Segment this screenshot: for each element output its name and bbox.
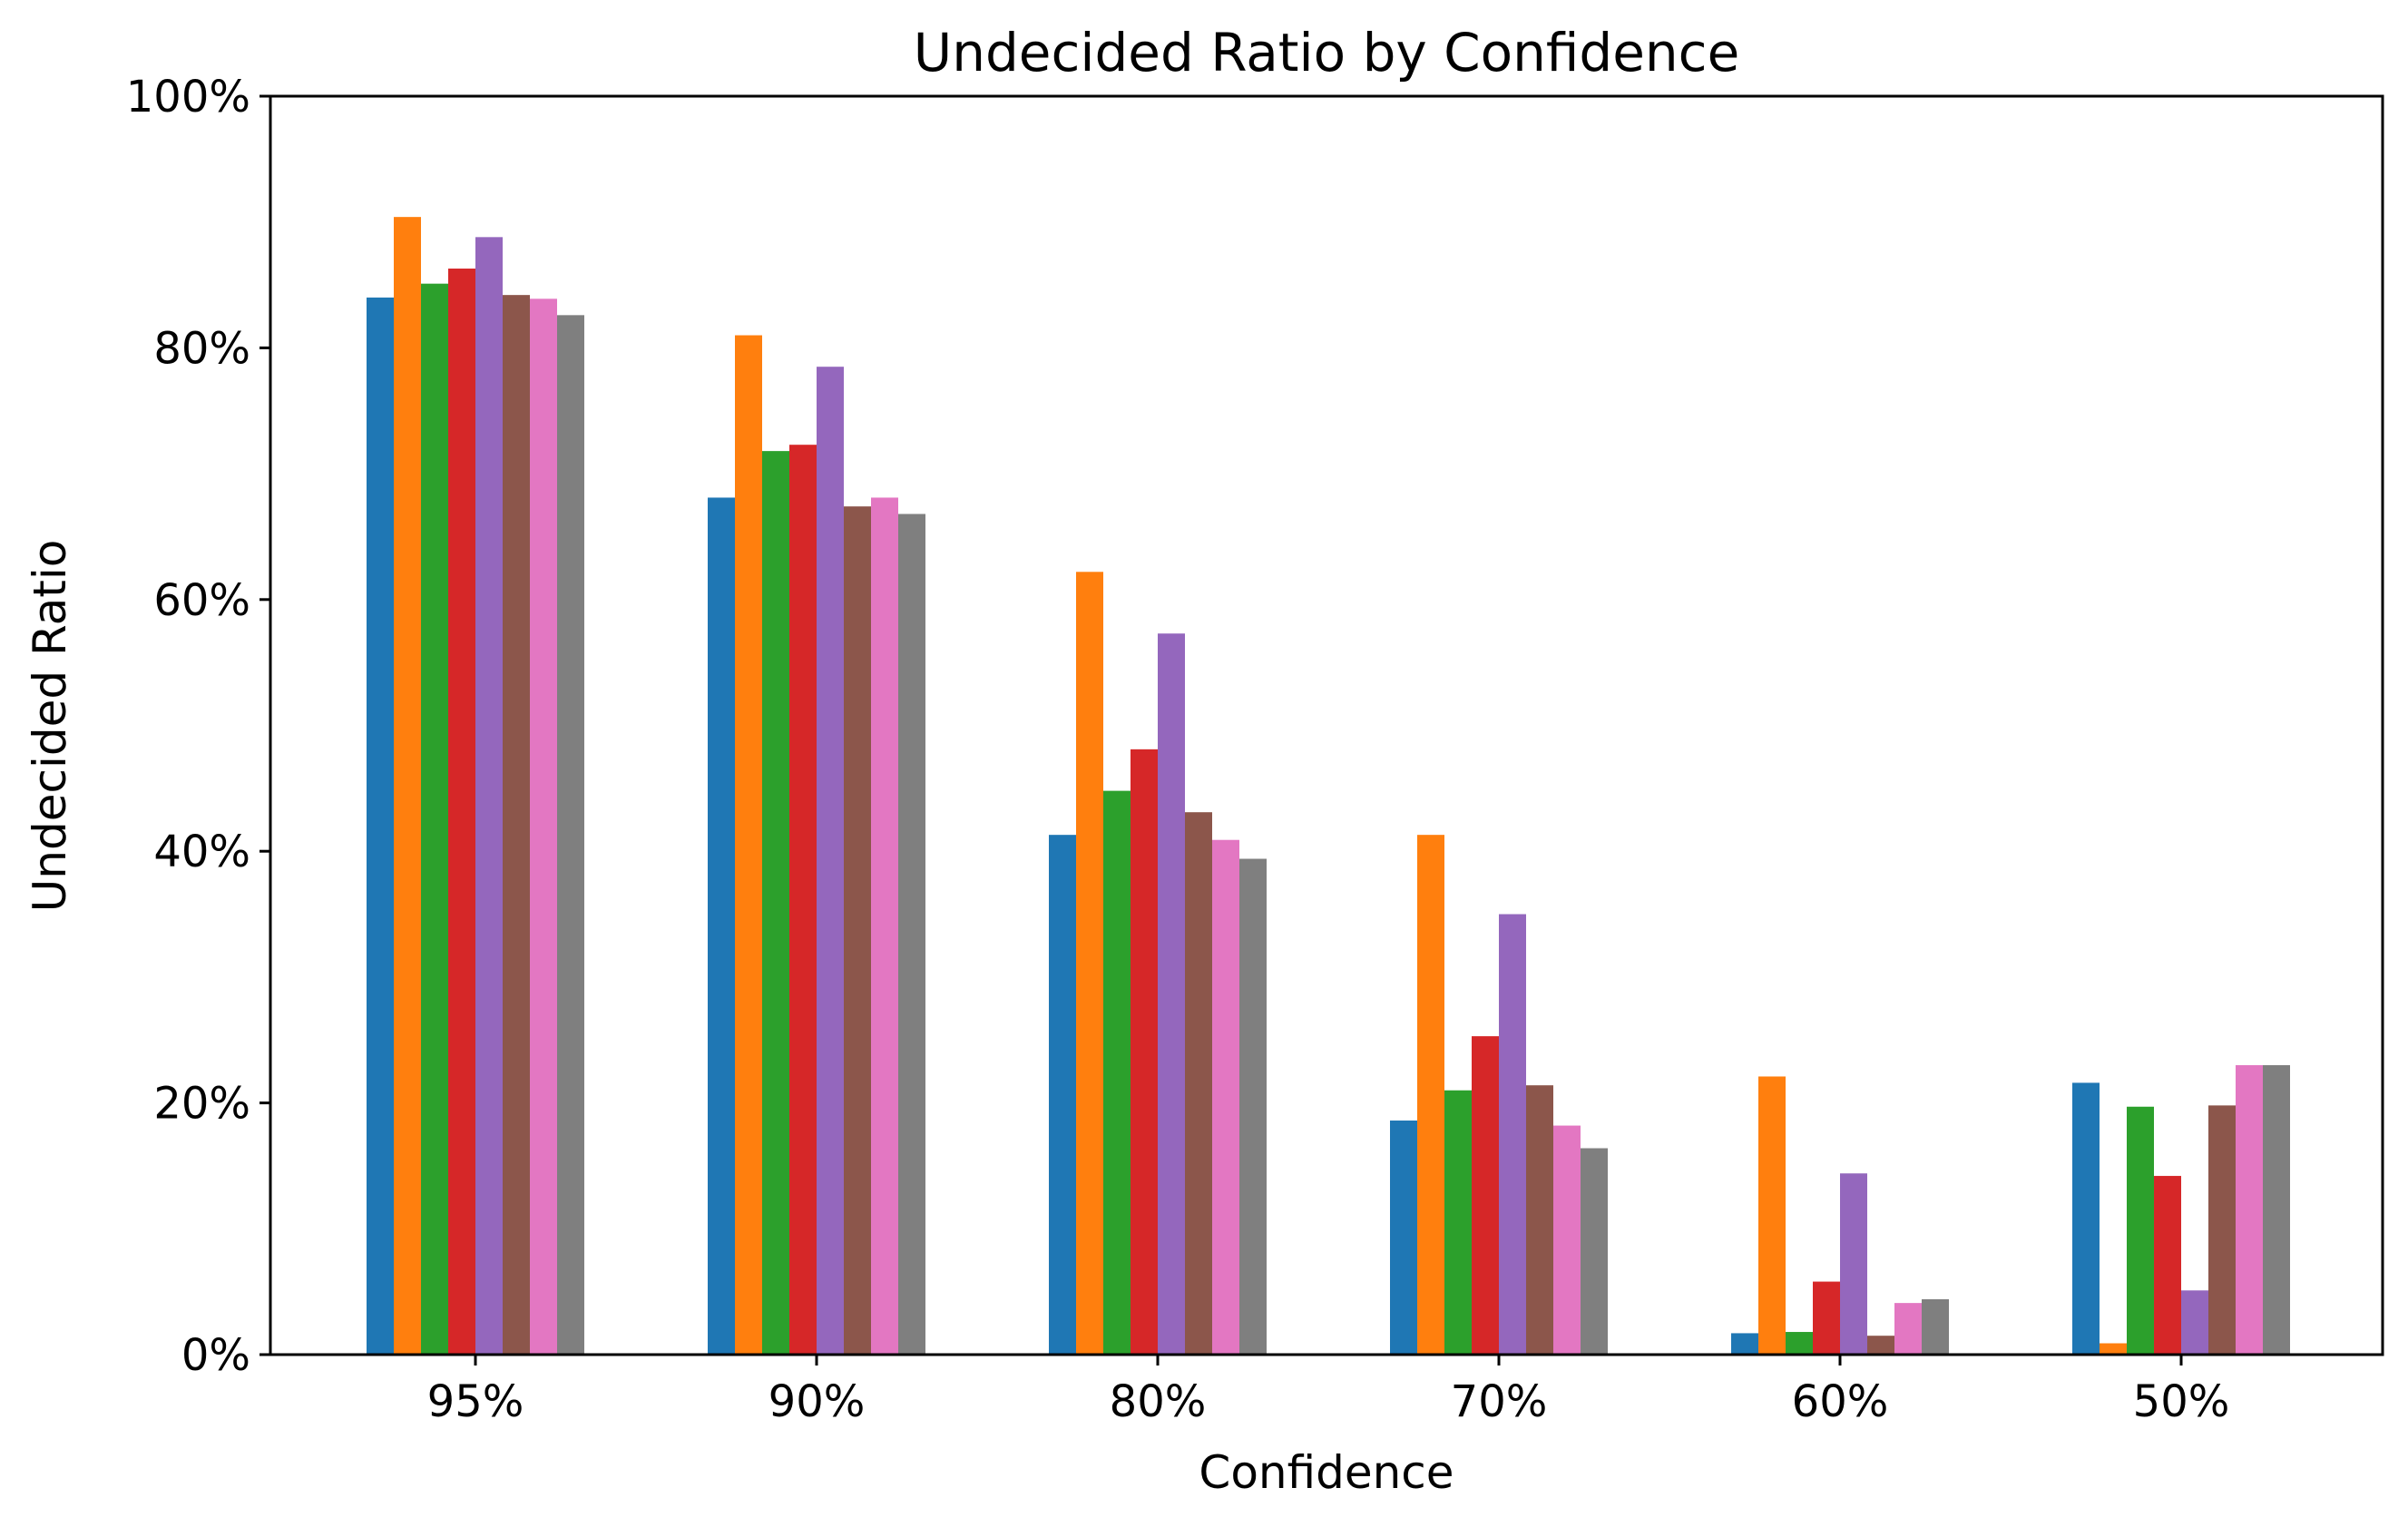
- x-axis-label: Confidence: [1199, 1446, 1454, 1499]
- bar-series-1-95pct: [367, 297, 394, 1355]
- x-tick-label: 60%: [1792, 1376, 1889, 1427]
- bar-series-3-80pct: [1103, 790, 1131, 1355]
- x-tick-label: 70%: [1451, 1376, 1548, 1427]
- bar-series-6-70pct: [1526, 1085, 1553, 1355]
- y-axis: 0% 20% 40% 60% 80% 100%: [126, 72, 270, 1381]
- bar-series-7-50pct: [2236, 1064, 2263, 1355]
- bar-series-6-60pct: [1867, 1336, 1894, 1355]
- x-tick-label: 95%: [427, 1376, 524, 1427]
- bar-series-2-90pct: [735, 335, 762, 1355]
- bar-series-3-90pct: [762, 451, 789, 1355]
- chart-title: Undecided Ratio by Confidence: [914, 22, 1740, 83]
- y-tick-label: 80%: [153, 323, 250, 374]
- y-tick-label: 0%: [181, 1330, 250, 1381]
- bar-series-5-70pct: [1499, 914, 1526, 1355]
- bar-series-5-95pct: [475, 237, 503, 1356]
- bar-series-8-90pct: [898, 514, 925, 1355]
- plot-frame: [269, 94, 2384, 1356]
- bar-series-6-80pct: [1185, 812, 1212, 1355]
- bar-series-5-60pct: [1840, 1173, 1867, 1355]
- bar-series-7-60pct: [1894, 1303, 1922, 1355]
- bar-series-6-90pct: [844, 506, 871, 1355]
- x-axis: 95% 90% 80% 70% 60% 50%: [427, 1355, 2230, 1427]
- bar-series-8-95pct: [557, 315, 584, 1356]
- x-tick-label: 50%: [2133, 1376, 2230, 1427]
- bar-series-3-70pct: [1444, 1090, 1472, 1355]
- bar-series-3-50pct: [2127, 1106, 2154, 1355]
- bar-series-2-95pct: [394, 217, 421, 1355]
- bar-series-8-50pct: [2263, 1064, 2290, 1355]
- bar-series-3-95pct: [421, 283, 448, 1355]
- x-tick-label: 90%: [768, 1376, 866, 1427]
- bar-series-7-95pct: [530, 299, 557, 1355]
- bar-series-2-50pct: [2100, 1343, 2127, 1355]
- y-tick-label: 40%: [153, 827, 250, 877]
- bar-series-1-80pct: [1049, 835, 1076, 1355]
- x-tick-label: 80%: [1110, 1376, 1207, 1427]
- bar-series-8-60pct: [1922, 1298, 1949, 1355]
- y-tick-label: 100%: [126, 72, 250, 122]
- bar-series-4-60pct: [1813, 1281, 1840, 1355]
- bar-series-7-80pct: [1212, 839, 1239, 1355]
- bar-series-4-95pct: [448, 269, 475, 1355]
- bar-series-2-60pct: [1758, 1076, 1786, 1355]
- bar-series-3-60pct: [1786, 1332, 1813, 1355]
- bar-series-1-70pct: [1390, 1121, 1417, 1355]
- bar-series-7-90pct: [871, 497, 898, 1355]
- bar-series-1-50pct: [2072, 1082, 2100, 1355]
- bar-series-6-50pct: [2208, 1105, 2236, 1355]
- bars-layer: [367, 217, 2290, 1356]
- y-tick-label: 20%: [153, 1079, 250, 1130]
- y-axis-label: Undecided Ratio: [24, 540, 76, 913]
- bar-series-5-90pct: [817, 367, 844, 1356]
- bar-series-2-80pct: [1076, 572, 1103, 1355]
- bar-series-4-80pct: [1131, 749, 1158, 1355]
- bar-series-2-70pct: [1417, 835, 1444, 1355]
- bar-series-5-50pct: [2181, 1290, 2208, 1355]
- bar-series-6-95pct: [503, 295, 530, 1355]
- bar-series-1-60pct: [1731, 1333, 1758, 1355]
- bar-series-4-70pct: [1472, 1036, 1499, 1355]
- bar-series-4-50pct: [2154, 1176, 2181, 1355]
- bar-series-4-90pct: [789, 445, 817, 1355]
- bar-series-5-80pct: [1158, 633, 1185, 1355]
- bar-series-7-70pct: [1553, 1125, 1581, 1355]
- y-tick-label: 60%: [153, 575, 250, 626]
- bar-series-8-70pct: [1581, 1148, 1608, 1355]
- bar-series-1-90pct: [708, 497, 735, 1355]
- bar-series-8-80pct: [1239, 858, 1267, 1355]
